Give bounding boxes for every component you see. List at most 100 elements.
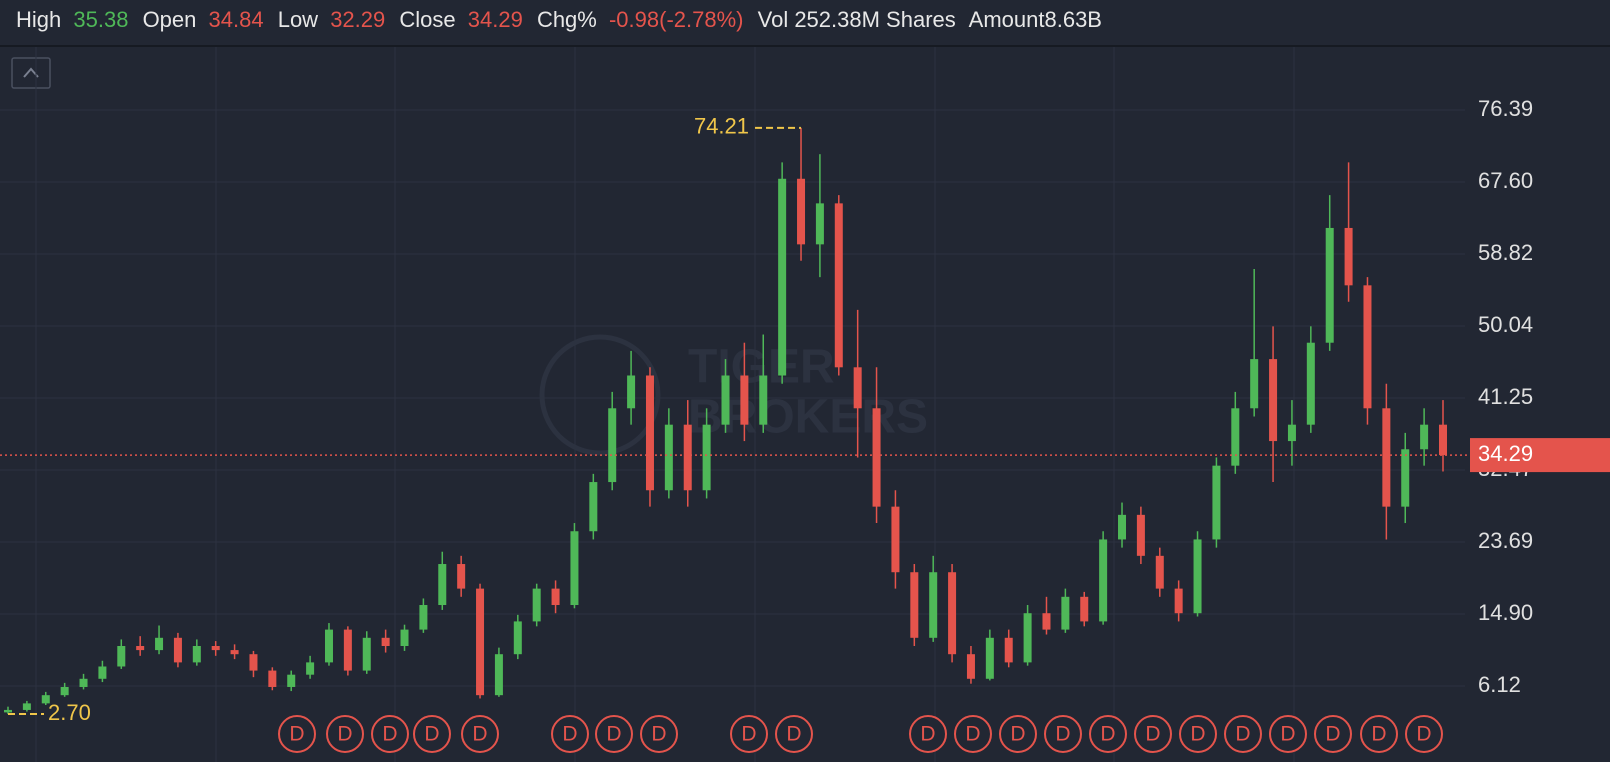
dividend-marker: D <box>651 723 666 746</box>
collapse-box[interactable] <box>11 57 51 89</box>
dividend-circle <box>1360 715 1398 753</box>
candle-body <box>1042 613 1051 630</box>
dividend-circle <box>999 715 1037 753</box>
candle-body <box>306 662 315 675</box>
candle-body <box>1287 424 1296 442</box>
candle-body <box>513 621 522 655</box>
candle-body <box>117 645 126 667</box>
candle-body <box>438 564 447 606</box>
dividend-circle <box>1405 715 1443 753</box>
y-tick-label: 76.39 <box>1478 96 1533 121</box>
candle-body <box>22 703 31 710</box>
dividend-marker: D <box>424 723 439 746</box>
candle-body <box>1099 539 1108 622</box>
dividend-marker: D <box>337 723 352 746</box>
high-value: 35.38 <box>73 7 128 32</box>
candle-body <box>608 408 617 483</box>
dividend-marker: D <box>1416 723 1431 746</box>
candle-body <box>1344 227 1353 286</box>
dividend-circle <box>326 715 364 753</box>
candle-body <box>929 572 938 638</box>
candle-body <box>1269 359 1278 442</box>
info-bar: High 35.38 Open 34.84 Low 32.29 Close 34… <box>16 7 1102 32</box>
candle-body <box>627 375 636 409</box>
dividend-marker: D <box>1371 723 1386 746</box>
candle-body <box>211 645 220 651</box>
candle-body <box>155 637 164 651</box>
candle-body <box>1363 285 1372 409</box>
candle-body <box>589 482 598 532</box>
candle-body <box>494 654 503 696</box>
dividend-circle <box>371 715 409 753</box>
candle-body <box>4 709 12 713</box>
candle-body <box>1439 424 1447 456</box>
candle-body <box>910 572 919 638</box>
open-label: Open <box>143 7 197 32</box>
candle-body <box>551 588 560 606</box>
candle-body <box>98 666 107 679</box>
y-tick-label: 50.04 <box>1478 312 1533 337</box>
candle-body <box>853 367 862 409</box>
candle-body <box>1174 588 1183 614</box>
candle-body <box>1155 555 1164 589</box>
dividend-marker: D <box>472 723 487 746</box>
candle-body <box>966 654 975 679</box>
dividend-circle <box>640 715 678 753</box>
dividend-marker: D <box>1145 723 1160 746</box>
candle-body <box>1118 514 1127 540</box>
dividend-circle <box>1314 715 1352 753</box>
candle-body <box>41 695 50 704</box>
candle-body <box>79 678 88 687</box>
candle-body <box>173 637 182 663</box>
candle-body <box>1306 342 1315 425</box>
dividend-circle <box>1179 715 1217 753</box>
candle-body <box>230 650 239 655</box>
dividend-circle <box>1044 715 1082 753</box>
candle-body <box>1193 539 1202 614</box>
candle-body <box>287 674 296 687</box>
y-tick-label: 58.82 <box>1478 240 1533 265</box>
candle-body <box>400 629 409 646</box>
dividend-marker: D <box>920 723 935 746</box>
dividend-marker: D <box>1190 723 1205 746</box>
dividend-circle <box>954 715 992 753</box>
dividend-circle <box>909 715 947 753</box>
candle-body <box>1136 514 1145 556</box>
candle-body <box>891 506 900 573</box>
candle-body <box>797 178 806 245</box>
dividend-circle <box>730 715 768 753</box>
candle-body <box>457 564 466 589</box>
high-label: High <box>16 7 61 32</box>
last-price-box <box>1470 438 1610 473</box>
dividend-marker: D <box>382 723 397 746</box>
y-tick-label: 6.12 <box>1478 672 1521 697</box>
dividend-marker: D <box>289 723 304 746</box>
close-label: Close <box>399 7 455 32</box>
candle-body <box>645 375 654 491</box>
y-tick-label: 14.90 <box>1478 600 1533 625</box>
volume: Vol 252.38M Shares <box>758 7 956 32</box>
candle-body <box>1212 465 1221 540</box>
chg-label: Chg% <box>537 7 597 32</box>
candle-body <box>664 424 673 491</box>
dividend-circle <box>1089 715 1127 753</box>
dividend-circle <box>413 715 451 753</box>
dividend-marker: D <box>606 723 621 746</box>
candle-body <box>419 605 428 630</box>
candle-body <box>721 375 730 425</box>
candle-body <box>1004 637 1013 663</box>
candle-body <box>136 645 145 651</box>
candle-body <box>1231 408 1240 466</box>
candle-body <box>834 203 843 368</box>
chg-value: -0.98(-2.78%) <box>609 7 744 32</box>
dividend-circle <box>1134 715 1172 753</box>
dividend-marker: D <box>965 723 980 746</box>
candle-body <box>1061 596 1070 630</box>
candle-body <box>702 424 711 491</box>
min-label: 2.70 <box>48 700 91 725</box>
candle-body <box>1023 613 1032 663</box>
candle-body <box>815 203 824 245</box>
dividend-marker: D <box>1235 723 1250 746</box>
